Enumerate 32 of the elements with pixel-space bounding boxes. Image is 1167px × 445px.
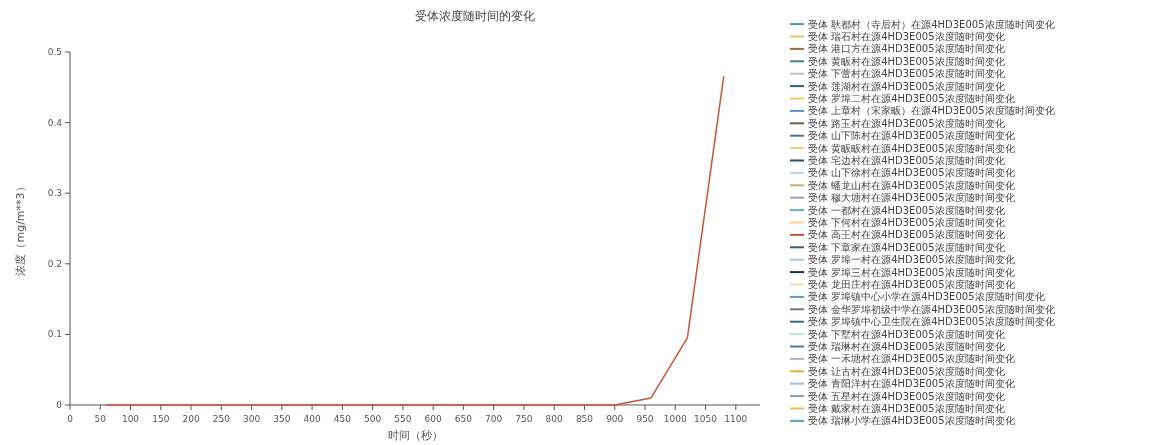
x-tick-label: 800: [545, 414, 564, 424]
x-tick-label: 500: [364, 414, 382, 424]
x-tick-label: 300: [242, 414, 261, 424]
y-tick-label: 0.4: [47, 117, 63, 128]
x-tick-label: 850: [575, 414, 594, 424]
x-tick-label: 550: [394, 414, 412, 424]
x-tick-label: 200: [182, 414, 200, 424]
x-tick-label: 400: [303, 414, 321, 424]
x-tick-label: 250: [212, 414, 231, 424]
x-tick-label: 50: [94, 414, 107, 424]
x-axis-title: 时间（秒）: [387, 429, 443, 442]
y-tick-label: 0.3: [47, 188, 62, 199]
x-tick-label: 100: [121, 414, 140, 424]
x-tick-label: 1100: [724, 414, 748, 424]
x-tick-label: 650: [454, 414, 473, 424]
x-tick-label: 1000: [663, 414, 687, 424]
x-tick-label: 900: [606, 414, 624, 424]
y-tick-label: 0.2: [47, 258, 62, 269]
x-tick-label: 1050: [694, 414, 718, 424]
x-tick-label: 600: [424, 414, 443, 424]
y-axis-title: 浓度（mg/m**3）: [14, 181, 27, 276]
y-tick-label: 0.1: [47, 329, 62, 340]
x-tick-label: 750: [515, 414, 533, 424]
title: 受体浓度随时间的变化: [415, 9, 535, 23]
x-tick-label: 700: [485, 414, 503, 424]
y-tick-label: 0.5: [47, 47, 62, 57]
x-tick-label: 950: [636, 414, 654, 424]
x-tick-label: 350: [273, 414, 291, 424]
x-tick-label: 150: [152, 414, 170, 424]
x-tick-label: 0: [67, 414, 74, 424]
x-tick-label: 450: [333, 414, 352, 424]
y-tick-label: 0: [56, 400, 63, 410]
